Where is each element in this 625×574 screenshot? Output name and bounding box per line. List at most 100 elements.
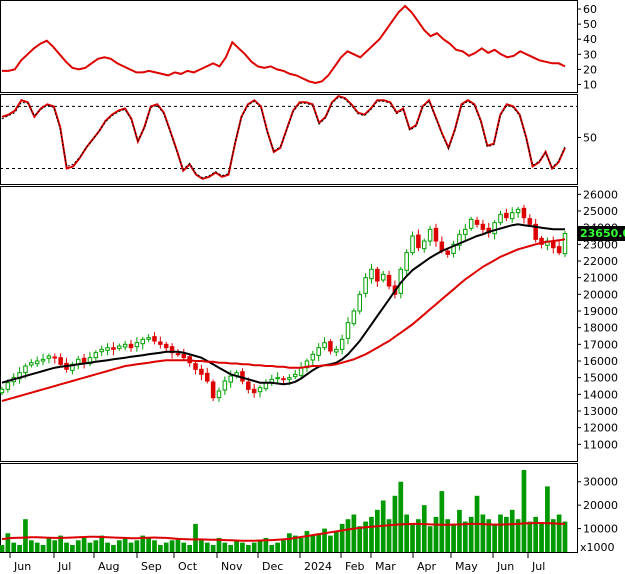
volume-bar <box>328 535 333 552</box>
x-tick-label: 2024 <box>304 560 332 573</box>
volume-bar <box>199 540 204 552</box>
x-tick-label: Dec <box>262 560 283 573</box>
volume-bar <box>363 521 368 552</box>
candle-body <box>199 368 204 375</box>
candle-body <box>128 343 134 349</box>
candle-body <box>152 336 157 342</box>
volume-bar <box>23 519 28 552</box>
volume-bar <box>298 537 304 552</box>
candle-body <box>410 235 415 254</box>
volume-bar <box>122 537 128 552</box>
candle-body <box>328 341 333 352</box>
price-axis-tick-label: 26000 <box>583 188 618 201</box>
price-axis-tick-label: 13000 <box>583 405 618 418</box>
volume-bar <box>404 514 410 552</box>
volume-bar <box>163 542 169 552</box>
candle-body <box>140 338 146 345</box>
candle-body <box>146 337 151 340</box>
x-tick-label: Jul <box>531 560 545 573</box>
candle-body <box>158 341 163 345</box>
candle-body <box>205 372 210 382</box>
oscillator-panel: 50 <box>0 94 597 180</box>
price-axis-tick-label: 20000 <box>583 288 618 301</box>
candle-body <box>40 358 46 362</box>
price-ma-short <box>1 223 565 386</box>
candle-body <box>445 250 450 255</box>
candle-body <box>23 365 28 374</box>
price-axis-tick-label: 19000 <box>583 305 618 318</box>
price-ma-long <box>1 238 566 402</box>
x-tick-label: Sep <box>141 560 162 573</box>
panel-frame-3 <box>0 186 578 462</box>
x-tick-label: Feb <box>345 560 364 573</box>
volume-bar <box>462 521 468 552</box>
volume-bar <box>193 523 198 552</box>
candle-body <box>433 227 439 242</box>
candle-body <box>416 234 421 249</box>
volume-bar <box>539 523 544 552</box>
volume-bar <box>451 523 456 552</box>
volume-ma-line <box>1 522 566 542</box>
x-tick-label: Oct <box>178 560 198 573</box>
candle-body <box>181 353 187 359</box>
candle-body <box>93 352 99 359</box>
indicator-axis-tick-label: 40 <box>583 33 597 46</box>
volume-bar <box>187 544 193 552</box>
volume-axis-tick-label: 20000 <box>583 499 618 512</box>
candle-body <box>498 213 503 224</box>
candle-body <box>363 277 368 294</box>
volume-bar <box>310 535 316 552</box>
volume-bar <box>46 537 52 552</box>
candle-body <box>539 237 544 245</box>
x-tick-label: Nov <box>221 560 243 573</box>
volume-bar <box>357 526 363 552</box>
x-tick-label: Apr <box>417 560 437 573</box>
candle-body <box>375 268 380 282</box>
indicator-axis-tick-label: 60 <box>583 3 597 16</box>
volume-bar <box>445 519 451 552</box>
candle-body <box>0 388 5 394</box>
candle-body <box>134 342 140 348</box>
candle-body <box>99 348 104 353</box>
candle-body <box>345 322 351 339</box>
volume-bar <box>34 542 40 552</box>
candle-body <box>246 381 251 390</box>
volume-bar <box>374 509 380 552</box>
volume-bar <box>509 509 515 552</box>
volume-bar <box>70 544 75 552</box>
candle-body <box>105 347 110 351</box>
volume-bar <box>457 509 462 552</box>
volume-bar <box>87 542 93 552</box>
candle-body <box>463 228 468 235</box>
candle-body <box>210 381 216 399</box>
volume-bar <box>421 505 427 552</box>
price-axis-tick-label: 15000 <box>583 372 618 385</box>
volume-bar <box>269 544 275 552</box>
volume-bar <box>234 540 239 552</box>
price-axis-tick-label: 11000 <box>583 438 618 451</box>
volume-bar <box>52 540 58 552</box>
indicator-axis-tick-label: 10 <box>583 78 597 91</box>
price-axis-tick-label: 22000 <box>583 255 618 268</box>
candle-body <box>34 360 40 365</box>
candle-body <box>404 252 409 271</box>
candle-body <box>451 243 456 254</box>
volume-bar <box>228 544 234 552</box>
volume-axis-tick-label: 30000 <box>583 476 618 489</box>
candle-body <box>275 377 280 380</box>
price-axis-tick-label: 18000 <box>583 322 618 335</box>
candle-body <box>509 212 515 220</box>
candle-body <box>316 347 321 356</box>
volume-bar <box>345 519 351 552</box>
volume-bar <box>398 481 404 552</box>
volume-bar <box>468 516 474 552</box>
volume-bar <box>439 491 445 552</box>
volume-bar <box>287 533 292 552</box>
candle-body <box>427 228 433 242</box>
volume-unit-label: x1000 <box>580 541 615 554</box>
volume-bar <box>134 540 140 552</box>
volume-bar <box>304 530 310 552</box>
oscillator-axis-tick-label: 50 <box>583 131 597 144</box>
x-tick-label: Jun <box>496 560 514 573</box>
last-price-tag: 23650.00 <box>577 226 625 241</box>
